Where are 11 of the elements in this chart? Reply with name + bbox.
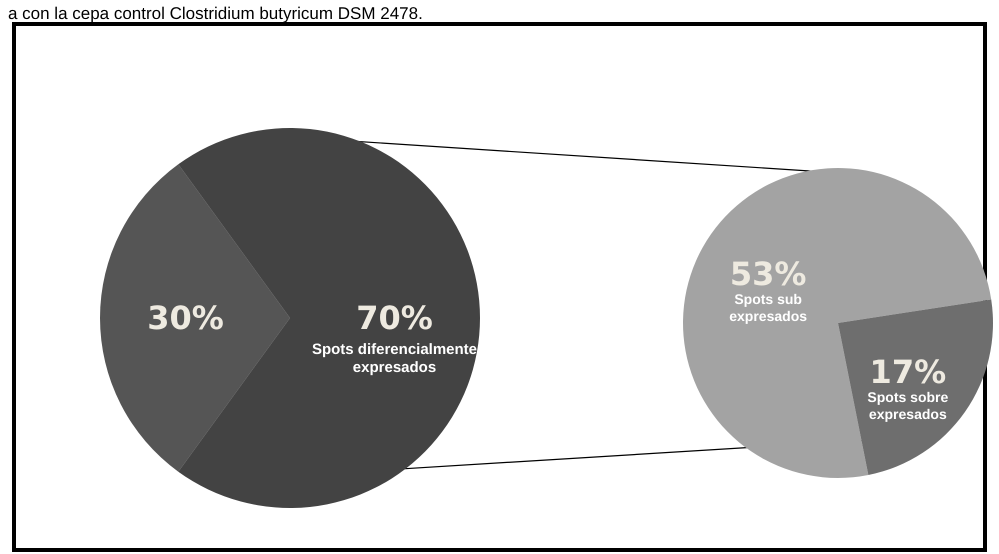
text: a con la cepa control Clostridium butyricum DSM 2478. (8, 4, 423, 24)
slice-label: Spots sobre expresados (867, 388, 949, 422)
data-label: 17% (870, 352, 946, 391)
pie-slice (683, 168, 992, 478)
slice-label: Spots diferencialmente expresados (312, 341, 478, 376)
data-label: 70% (356, 299, 433, 337)
pie-slice (100, 164, 290, 472)
slice-label: Spots sub expresados (729, 291, 808, 324)
pie-slice (838, 299, 993, 475)
data-label: 53% (730, 255, 806, 294)
data-label: 30% (147, 299, 224, 337)
